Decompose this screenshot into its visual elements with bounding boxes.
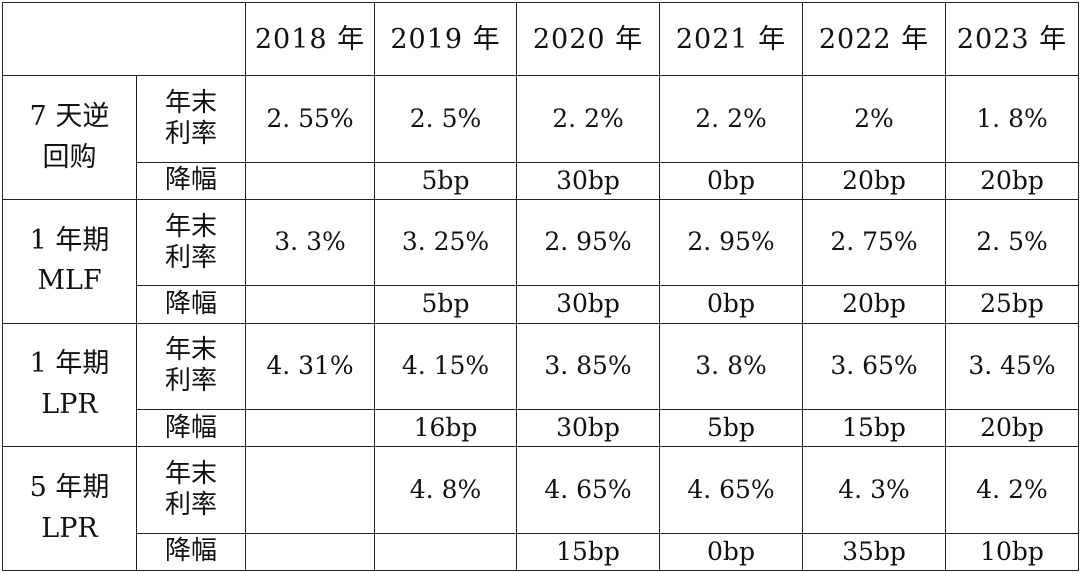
table-row: 1 年期 MLF 年末利率 3. 3% 3. 25% 2. 95% 2. 95%… xyxy=(2,199,1079,324)
rate-cell: 2. 95% xyxy=(659,199,803,287)
year-header: 2023 年 xyxy=(945,1,1079,77)
cut-cell: 15bp xyxy=(802,409,946,448)
rate-label: 年末利率 xyxy=(136,75,246,163)
cut-label: 降幅 xyxy=(136,161,246,201)
cut-cell: 5bp xyxy=(659,409,803,448)
rate-cell: 3. 85% xyxy=(516,322,660,411)
cut-cell xyxy=(245,532,375,572)
year-header: 2022 年 xyxy=(802,1,946,77)
cut-label: 降幅 xyxy=(136,285,246,324)
table-row: 降幅 15bp 0bp 35bp 10bp xyxy=(3,532,1079,572)
rate-cell: 2. 55% xyxy=(245,75,375,163)
cut-cell: 20bp xyxy=(945,161,1079,201)
cut-cell xyxy=(245,161,375,201)
rate-cell: 4. 8% xyxy=(374,446,517,534)
rate-cell: 4. 65% xyxy=(516,446,660,534)
cut-cell: 30bp xyxy=(516,285,660,324)
rate-cell: 2. 5% xyxy=(374,75,517,163)
cut-cell: 10bp xyxy=(945,532,1079,572)
cut-cell xyxy=(374,532,517,572)
group-name-line2: 回购 xyxy=(42,141,97,173)
cut-cell xyxy=(245,409,375,448)
rate-cell: 2. 5% xyxy=(945,199,1079,287)
year-header: 2020 年 xyxy=(516,1,660,77)
rate-cell: 4. 15% xyxy=(374,322,517,411)
cut-cell: 20bp xyxy=(802,285,946,324)
rate-cell: 1. 8% xyxy=(945,75,1079,163)
rate-cell: 2. 2% xyxy=(516,75,660,163)
group-name-line2: LPR xyxy=(41,512,98,544)
rate-cell xyxy=(245,446,375,534)
table-row: 降幅 16bp 30bp 5bp 15bp 20bp xyxy=(3,409,1079,448)
cut-label: 降幅 xyxy=(136,532,246,572)
group-name-cell: 1 年期 LPR xyxy=(2,322,137,448)
group-name-line1: 1 年期 xyxy=(29,224,110,256)
rate-cell: 4. 2% xyxy=(945,446,1079,534)
rate-label: 年末利率 xyxy=(136,199,246,287)
rate-cell: 3. 25% xyxy=(374,199,517,287)
group-name-cell: 1 年期 MLF xyxy=(2,199,137,324)
header-row: 2018 年 2019 年 2020 年 2021 年 2022 年 2023 … xyxy=(2,1,1079,77)
year-header: 2018 年 xyxy=(245,1,375,77)
cut-cell: 5bp xyxy=(374,285,517,324)
rate-cell: 4. 31% xyxy=(245,322,375,411)
rate-cell: 2% xyxy=(802,75,946,163)
rate-label: 年末利率 xyxy=(136,446,246,534)
rate-cell: 2. 75% xyxy=(802,199,946,287)
year-header: 2019 年 xyxy=(374,1,517,77)
table-row: 7 天逆 回购 年末利率 2. 55% 2. 5% 2. 2% 2. 2% 2%… xyxy=(2,75,1079,201)
cut-cell: 35bp xyxy=(802,532,946,572)
table-row: 5 年期 LPR 年末利率 4. 8% 4. 65% 4. 65% 4. 3% … xyxy=(2,446,1079,571)
cut-cell: 20bp xyxy=(802,161,946,201)
table-row: 降幅 5bp 30bp 0bp 20bp 25bp xyxy=(3,285,1079,324)
group-name-line1: 5 年期 xyxy=(29,472,110,504)
cut-cell: 15bp xyxy=(516,532,660,572)
rate-cell: 3. 8% xyxy=(659,322,803,411)
rate-cell: 3. 45% xyxy=(945,322,1079,411)
table-row: 1 年期 LPR 年末利率 4. 31% 4. 15% 3. 85% 3. 8%… xyxy=(2,322,1079,448)
cut-cell xyxy=(245,285,375,324)
group-name-cell: 7 天逆 回购 xyxy=(2,75,137,201)
group-name-line2: MLF xyxy=(37,265,102,297)
cut-cell: 30bp xyxy=(516,409,660,448)
cut-cell: 0bp xyxy=(659,161,803,201)
group-name-line2: LPR xyxy=(41,388,98,420)
cut-cell: 16bp xyxy=(374,409,517,448)
corner-cell xyxy=(2,1,246,77)
cut-cell: 5bp xyxy=(374,161,517,201)
year-header: 2021 年 xyxy=(659,1,803,77)
rate-cell: 4. 65% xyxy=(659,446,803,534)
rate-cell: 4. 3% xyxy=(802,446,946,534)
rate-cell: 2. 2% xyxy=(659,75,803,163)
rate-cell: 3. 65% xyxy=(802,322,946,411)
cut-cell: 25bp xyxy=(945,285,1079,324)
rate-cell: 2. 95% xyxy=(516,199,660,287)
group-name-line1: 1 年期 xyxy=(29,348,110,380)
cut-cell: 0bp xyxy=(659,532,803,572)
table-row: 降幅 5bp 30bp 0bp 20bp 20bp xyxy=(3,161,1079,201)
cut-cell: 30bp xyxy=(516,161,660,201)
rate-label: 年末利率 xyxy=(136,322,246,411)
group-name-line1: 7 天逆 xyxy=(29,101,110,133)
group-name-cell: 5 年期 LPR xyxy=(2,446,137,571)
cut-label: 降幅 xyxy=(136,409,246,448)
cut-cell: 20bp xyxy=(945,409,1079,448)
cut-cell: 0bp xyxy=(659,285,803,324)
rate-cell: 3. 3% xyxy=(245,199,375,287)
